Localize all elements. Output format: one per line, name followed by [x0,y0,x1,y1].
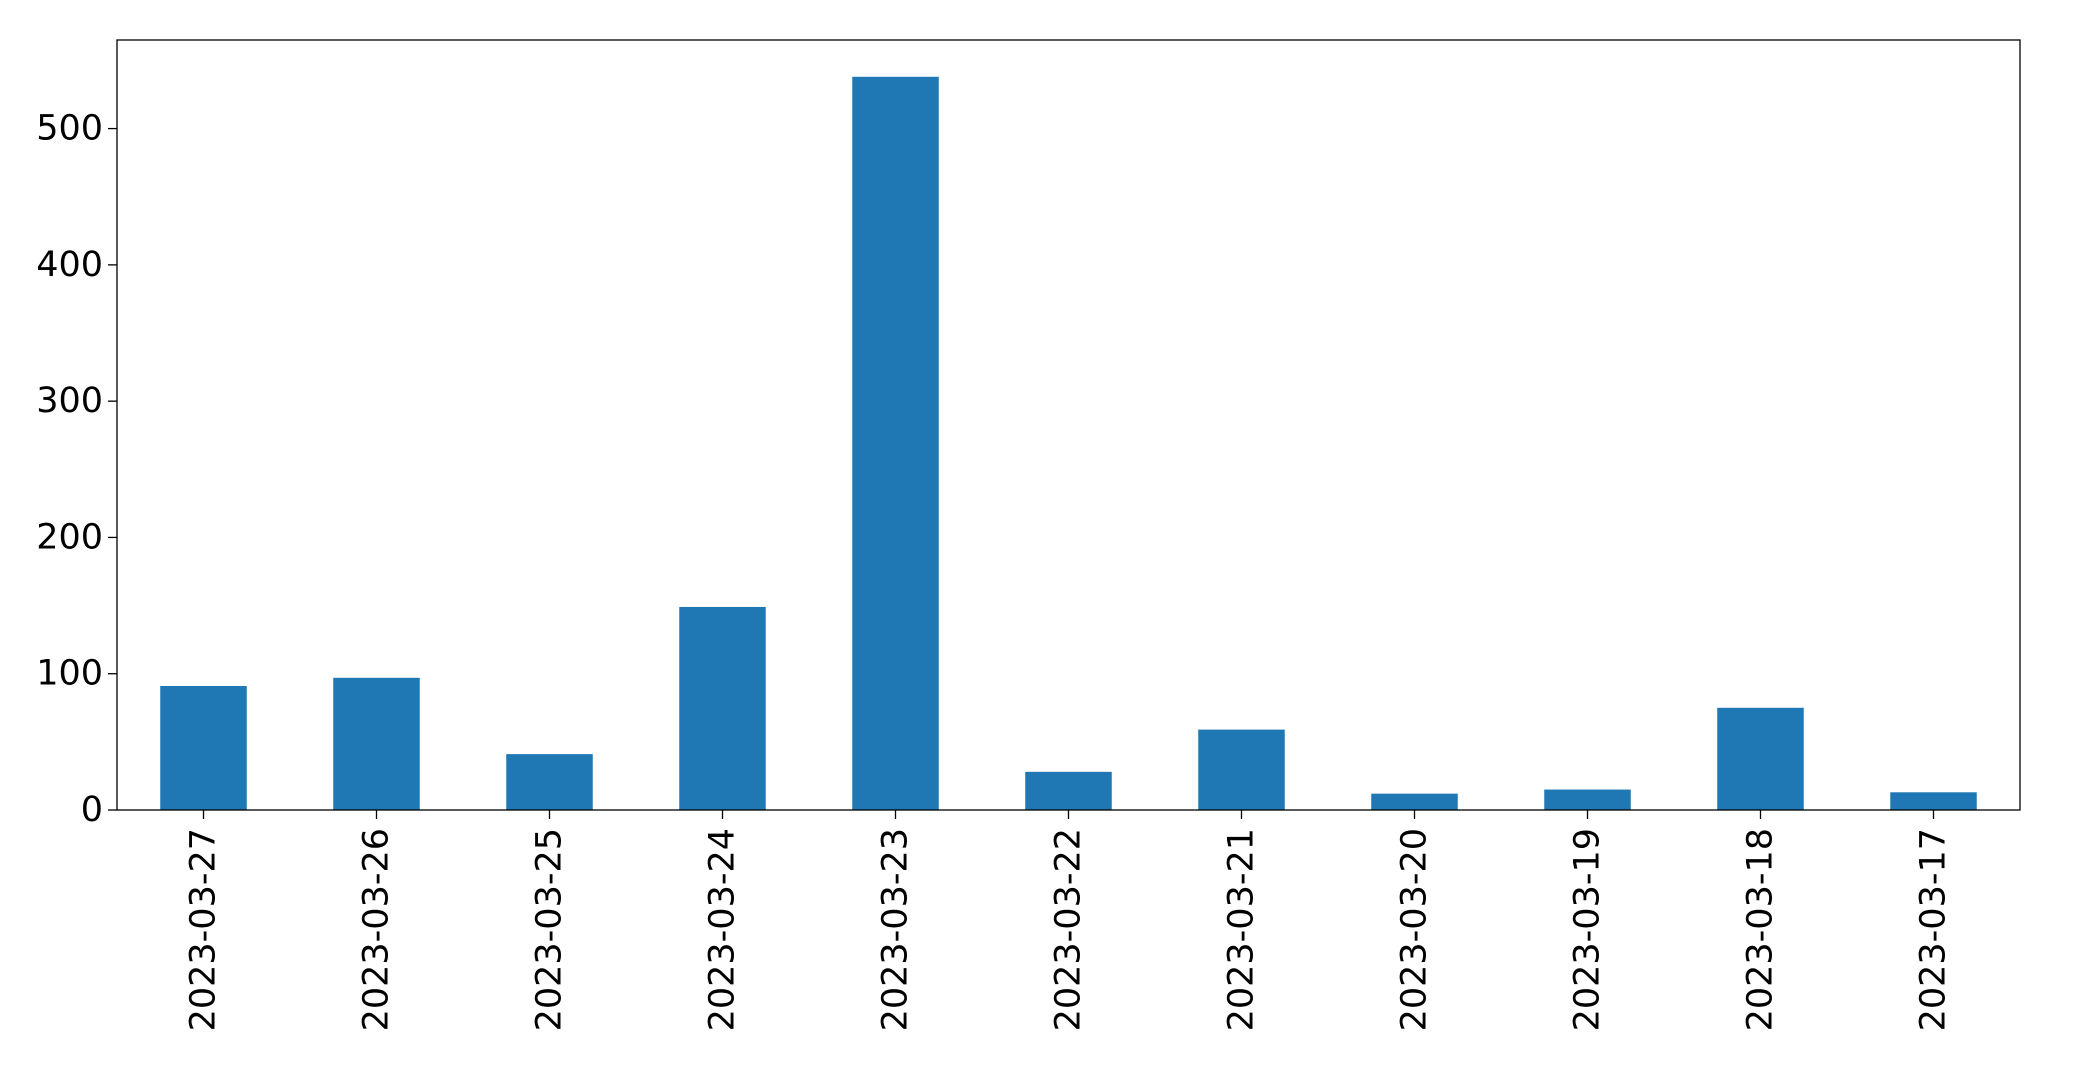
plot-frame [116,39,2021,811]
y-tick-label: 0 [81,790,103,830]
x-axis: 2023-03-27 2023-03-26 2023-03-25 2023-03-24… [184,810,1954,1031]
x-tick-label: 2023-03-19 [1568,828,1608,1031]
x-tick-label: 2023-03-23 [876,828,916,1031]
bar-2023-03-18 [1717,707,1804,810]
y-tick-label: 100 [36,654,103,694]
bar-2023-03-23 [852,76,939,811]
bar-2023-03-20 [1371,793,1458,810]
x-tick-label: 2023-03-25 [530,828,570,1031]
bar-2023-03-21 [1198,729,1285,810]
bar-2023-03-17 [1890,792,1977,810]
x-tick-label: 2023-03-22 [1049,828,1089,1031]
y-axis: 0 100 200 300 400 500 [36,109,117,830]
x-tick-label: 2023-03-21 [1222,828,1262,1031]
x-tick-label: 2023-03-20 [1395,828,1435,1031]
x-tick-label: 2023-03-26 [357,828,397,1031]
x-tick-label: 2023-03-27 [184,828,224,1031]
bar-2023-03-24 [679,606,766,810]
bars-layer [160,76,1977,811]
y-tick-label: 500 [36,109,103,149]
x-tick-label: 2023-03-18 [1741,828,1781,1031]
bar-2023-03-25 [506,754,593,810]
y-tick-label: 200 [36,517,103,557]
y-tick-label: 400 [36,245,103,285]
x-tick-label: 2023-03-17 [1914,828,1954,1031]
x-tick-label: 2023-03-24 [703,828,743,1031]
bar-2023-03-26 [333,677,420,810]
bar-2023-03-22 [1025,771,1112,810]
bar-2023-03-19 [1544,789,1631,810]
bar-2023-03-27 [160,685,247,810]
y-tick-label: 300 [36,381,103,421]
